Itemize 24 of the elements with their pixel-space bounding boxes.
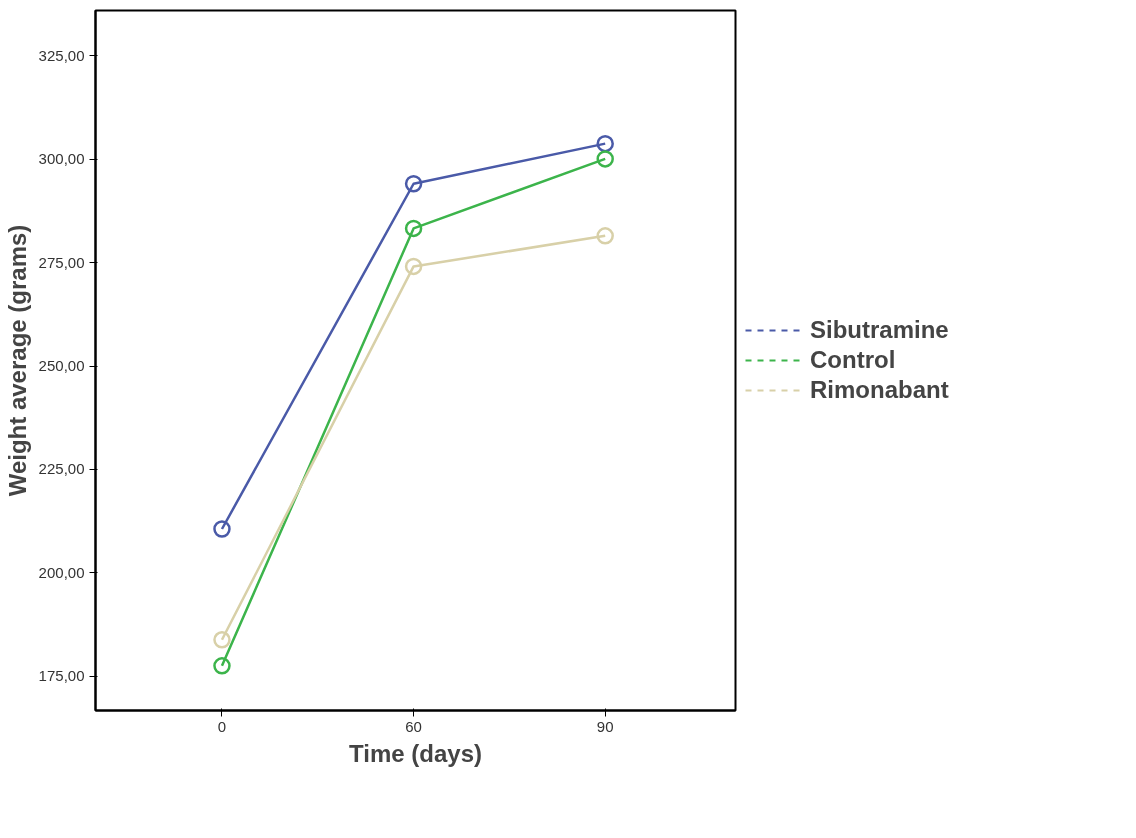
point [404, 257, 423, 276]
y-tick-label: 225,00 [38, 460, 85, 478]
legend-label: Control [810, 346, 896, 374]
legend-label: Rimonabant [810, 376, 949, 404]
point [596, 150, 614, 168]
point [404, 175, 423, 193]
point [213, 520, 231, 538]
point [213, 631, 231, 649]
y-tick-label: 250,00 [38, 357, 85, 375]
y-tick-label: 200,00 [38, 563, 85, 581]
point [404, 219, 423, 238]
y-tick-label: 300,00 [38, 150, 85, 168]
point [596, 227, 614, 245]
point [596, 134, 614, 153]
x-tick-label: 90 [596, 717, 614, 735]
point [213, 657, 231, 675]
y-tick-label: 175,00 [38, 667, 85, 685]
x-axis-title: Time (days) [349, 739, 482, 767]
y-axis-title: Weight average (grams) [3, 224, 31, 497]
x-tick-label: 60 [405, 717, 422, 735]
legend-label: Sibutramine [810, 316, 949, 344]
x-tick-label: 0 [217, 717, 227, 735]
y-tick-label: 325,00 [38, 46, 85, 64]
y-tick-label: 275,00 [38, 253, 85, 271]
